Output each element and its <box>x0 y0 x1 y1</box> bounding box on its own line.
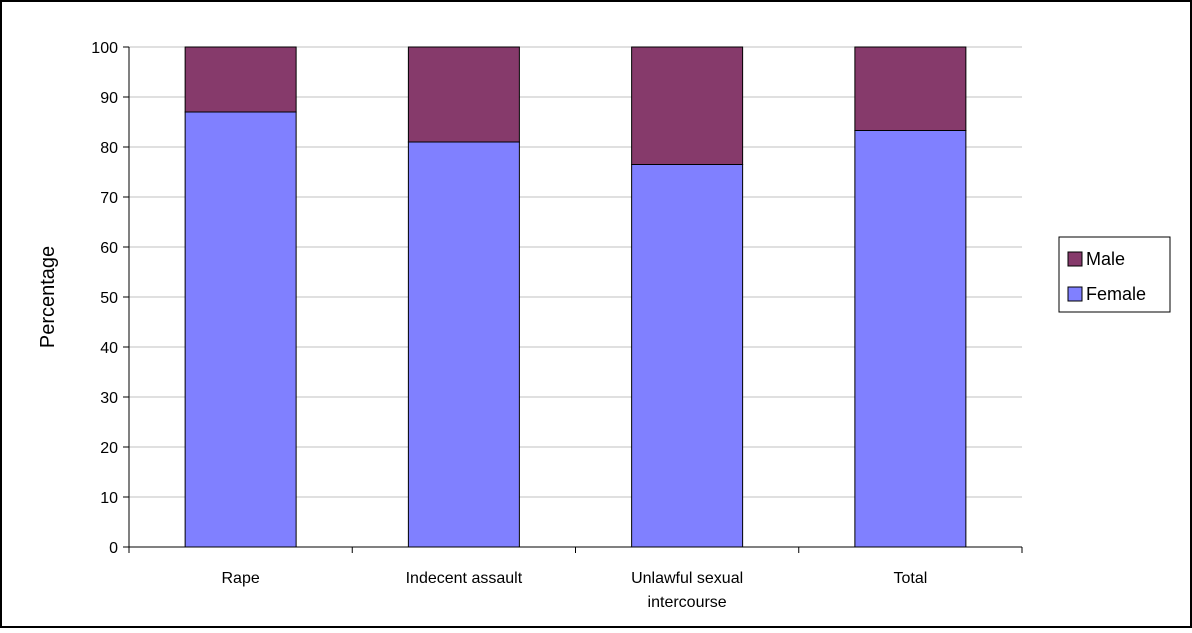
y-tick-label: 100 <box>91 40 118 57</box>
y-tick-label: 30 <box>100 390 118 407</box>
bar-male <box>854 46 967 131</box>
bar-female <box>854 130 967 548</box>
bar-male <box>407 46 520 143</box>
y-tick-label: 80 <box>100 140 118 157</box>
legend-swatch-female <box>1067 286 1083 302</box>
x-tick-label: intercourse <box>648 594 727 611</box>
legend-label-male: Male <box>1086 249 1125 269</box>
y-tick-label: 50 <box>100 290 118 307</box>
axes: 0 10 20 30 40 50 60 70 80 90 100 Rape Indecent assau… <box>91 40 1023 611</box>
legend: Male Female <box>1058 236 1171 313</box>
bar-female <box>407 141 520 548</box>
y-tick-label: 60 <box>100 240 118 257</box>
x-tick-label: Indecent assault <box>406 570 523 587</box>
bar-male <box>631 46 744 165</box>
bar-female <box>631 164 744 548</box>
legend-label-female: Female <box>1086 284 1146 304</box>
bar-male <box>184 46 297 113</box>
x-tick-label: Rape <box>222 570 260 587</box>
y-tick-label: 90 <box>100 90 118 107</box>
y-tick-label: 70 <box>100 190 118 207</box>
y-tick-label: 40 <box>100 340 118 357</box>
bar-female <box>184 111 297 548</box>
y-axis-label: Percentage <box>37 246 59 348</box>
y-tick-label: 10 <box>100 490 118 507</box>
y-tick-label: 20 <box>100 440 118 457</box>
x-tick-label: Total <box>893 570 927 587</box>
x-tick-label: Unlawful sexual <box>631 570 743 587</box>
legend-swatch-male <box>1067 251 1083 267</box>
y-tick-label: 0 <box>109 540 118 557</box>
